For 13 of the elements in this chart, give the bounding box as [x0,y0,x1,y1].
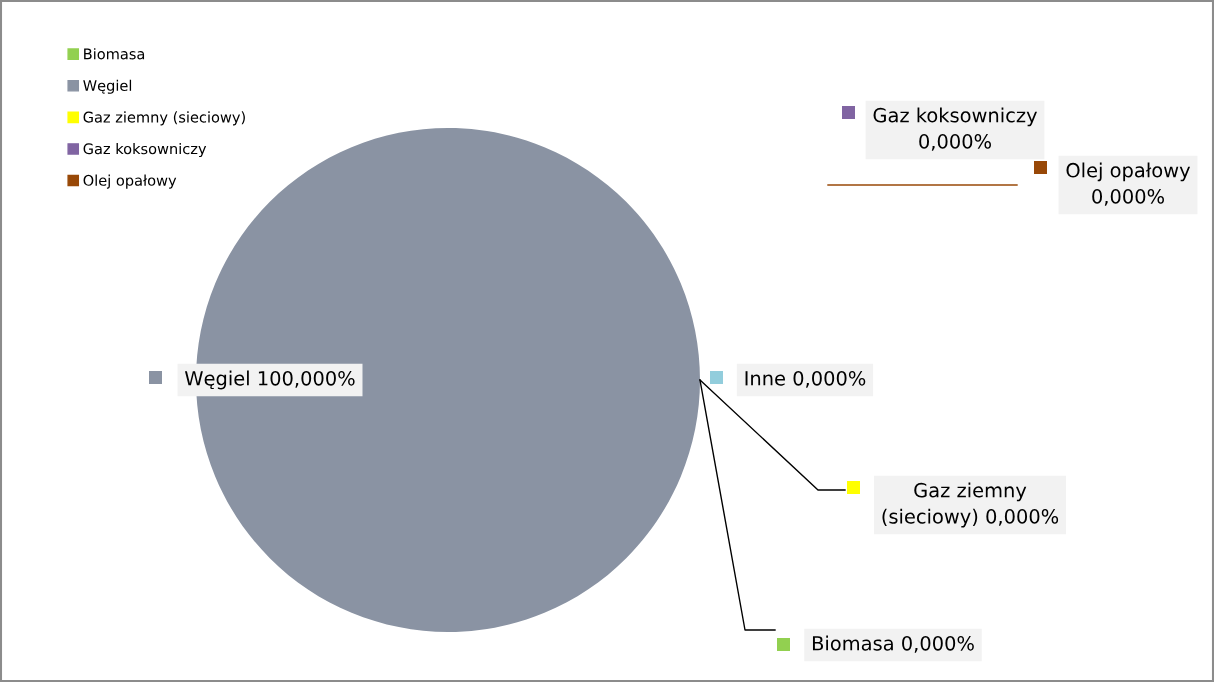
legend-label: Gaz koksowniczy [83,142,207,158]
category-label: Węgiel 100,000% [184,370,355,390]
legend-label: Węgiel [83,79,132,94]
legend-label: Inne 0,000% [745,370,866,388]
legend-label: Olej opałowy [83,174,177,189]
category-label: Biomasa 0,000% [812,635,974,653]
category-label: Olej opałowy [1066,162,1191,182]
category-label: Gaz ziemny (sieciowy) 0,000% [882,482,1059,528]
text: 0,000% [1092,189,1164,206]
category-label: Gaz koksowniczy [873,107,1037,127]
text: 0,000% [919,134,991,151]
legend-label: Gaz ziemny (sieciowy) [83,111,245,126]
legend-label: Biomasa [84,48,145,60]
